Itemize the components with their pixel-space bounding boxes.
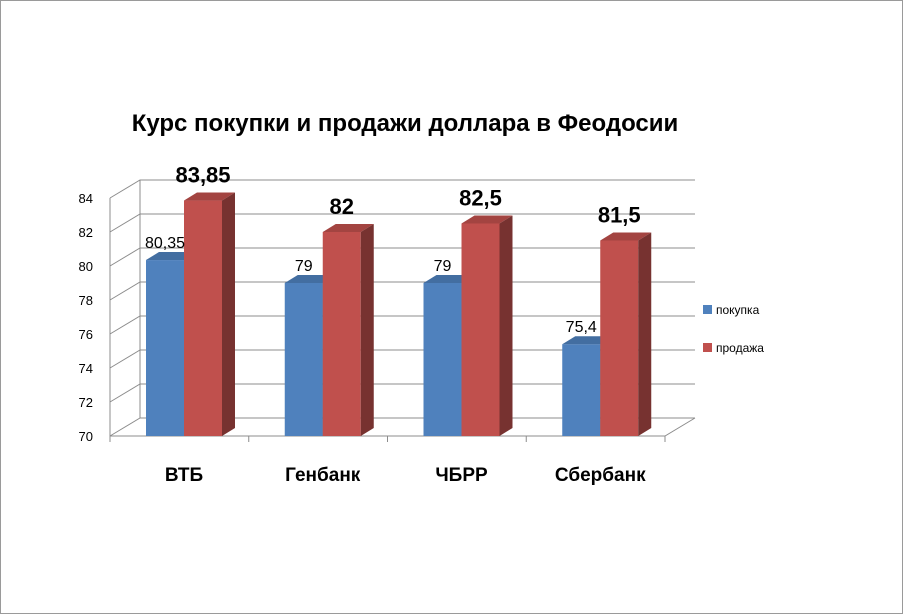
data-label: 79 <box>434 258 452 275</box>
bar-продажа-Генбанк <box>322 224 374 436</box>
y-tick-label: 72 <box>79 395 93 410</box>
y-tick-label: 76 <box>79 327 93 342</box>
bar-side <box>499 215 513 436</box>
bar-front <box>184 200 222 436</box>
legend-label: продажа <box>716 341 764 355</box>
x-tick-label: Генбанк <box>285 465 361 486</box>
bar-front <box>600 240 639 436</box>
data-label: 81,5 <box>598 203 641 228</box>
legend-swatch <box>703 305 712 314</box>
bar-продажа-ВТБ <box>184 192 235 436</box>
legend-label: покупка <box>716 303 760 317</box>
bar-side <box>638 232 652 436</box>
y-tick-label: 70 <box>79 429 93 444</box>
bar-продажа-Сбербанк <box>600 232 652 436</box>
bar-front <box>461 223 500 436</box>
bars-layer <box>146 192 652 436</box>
bar-side <box>360 224 374 436</box>
y-tick-label: 74 <box>79 361 93 376</box>
labels-layer: 80,35 83,85 79 82 79 82,5 75,4 81,5 <box>145 163 641 337</box>
data-label: 83,85 <box>175 163 230 188</box>
legend-swatch <box>703 343 712 352</box>
bar-top <box>600 232 652 241</box>
bar-front <box>423 283 462 436</box>
bar-front <box>322 232 361 436</box>
axis-layer: 70 72 74 76 78 80 82 84 ВТБ Генбанк ЧБРР Сбербанк <box>79 191 696 486</box>
bar-продажа-ЧБРР <box>461 215 513 436</box>
data-label: 82 <box>330 194 354 219</box>
y-tick-label: 84 <box>79 191 93 206</box>
x-tick-label: ВТБ <box>165 465 203 486</box>
bar-front <box>146 260 184 436</box>
bar-top <box>461 215 513 224</box>
data-label: 82,5 <box>459 186 502 211</box>
y-tick-label: 82 <box>79 225 93 240</box>
data-label: 79 <box>295 258 313 275</box>
legend-item-продажа: продажа <box>703 341 764 355</box>
x-tick-label: Сбербанк <box>555 465 646 486</box>
data-label: 80,35 <box>145 235 185 252</box>
bar-front <box>284 283 323 436</box>
y-tick-label: 80 <box>79 259 93 274</box>
gridline <box>109 213 695 233</box>
legend: покупка продажа <box>703 303 764 355</box>
bar-top <box>184 192 235 201</box>
legend-item-покупка: покупка <box>703 303 760 317</box>
bar-top <box>322 224 374 232</box>
gridline <box>109 179 695 199</box>
bar-front <box>562 344 601 436</box>
x-tick-label: ЧБРР <box>435 465 488 486</box>
data-label: 75,4 <box>566 319 597 336</box>
y-tick-label: 78 <box>79 293 93 308</box>
bar-side <box>222 192 235 436</box>
chart-title: Курс покупки и продажи доллара в Феодоси… <box>131 110 679 137</box>
